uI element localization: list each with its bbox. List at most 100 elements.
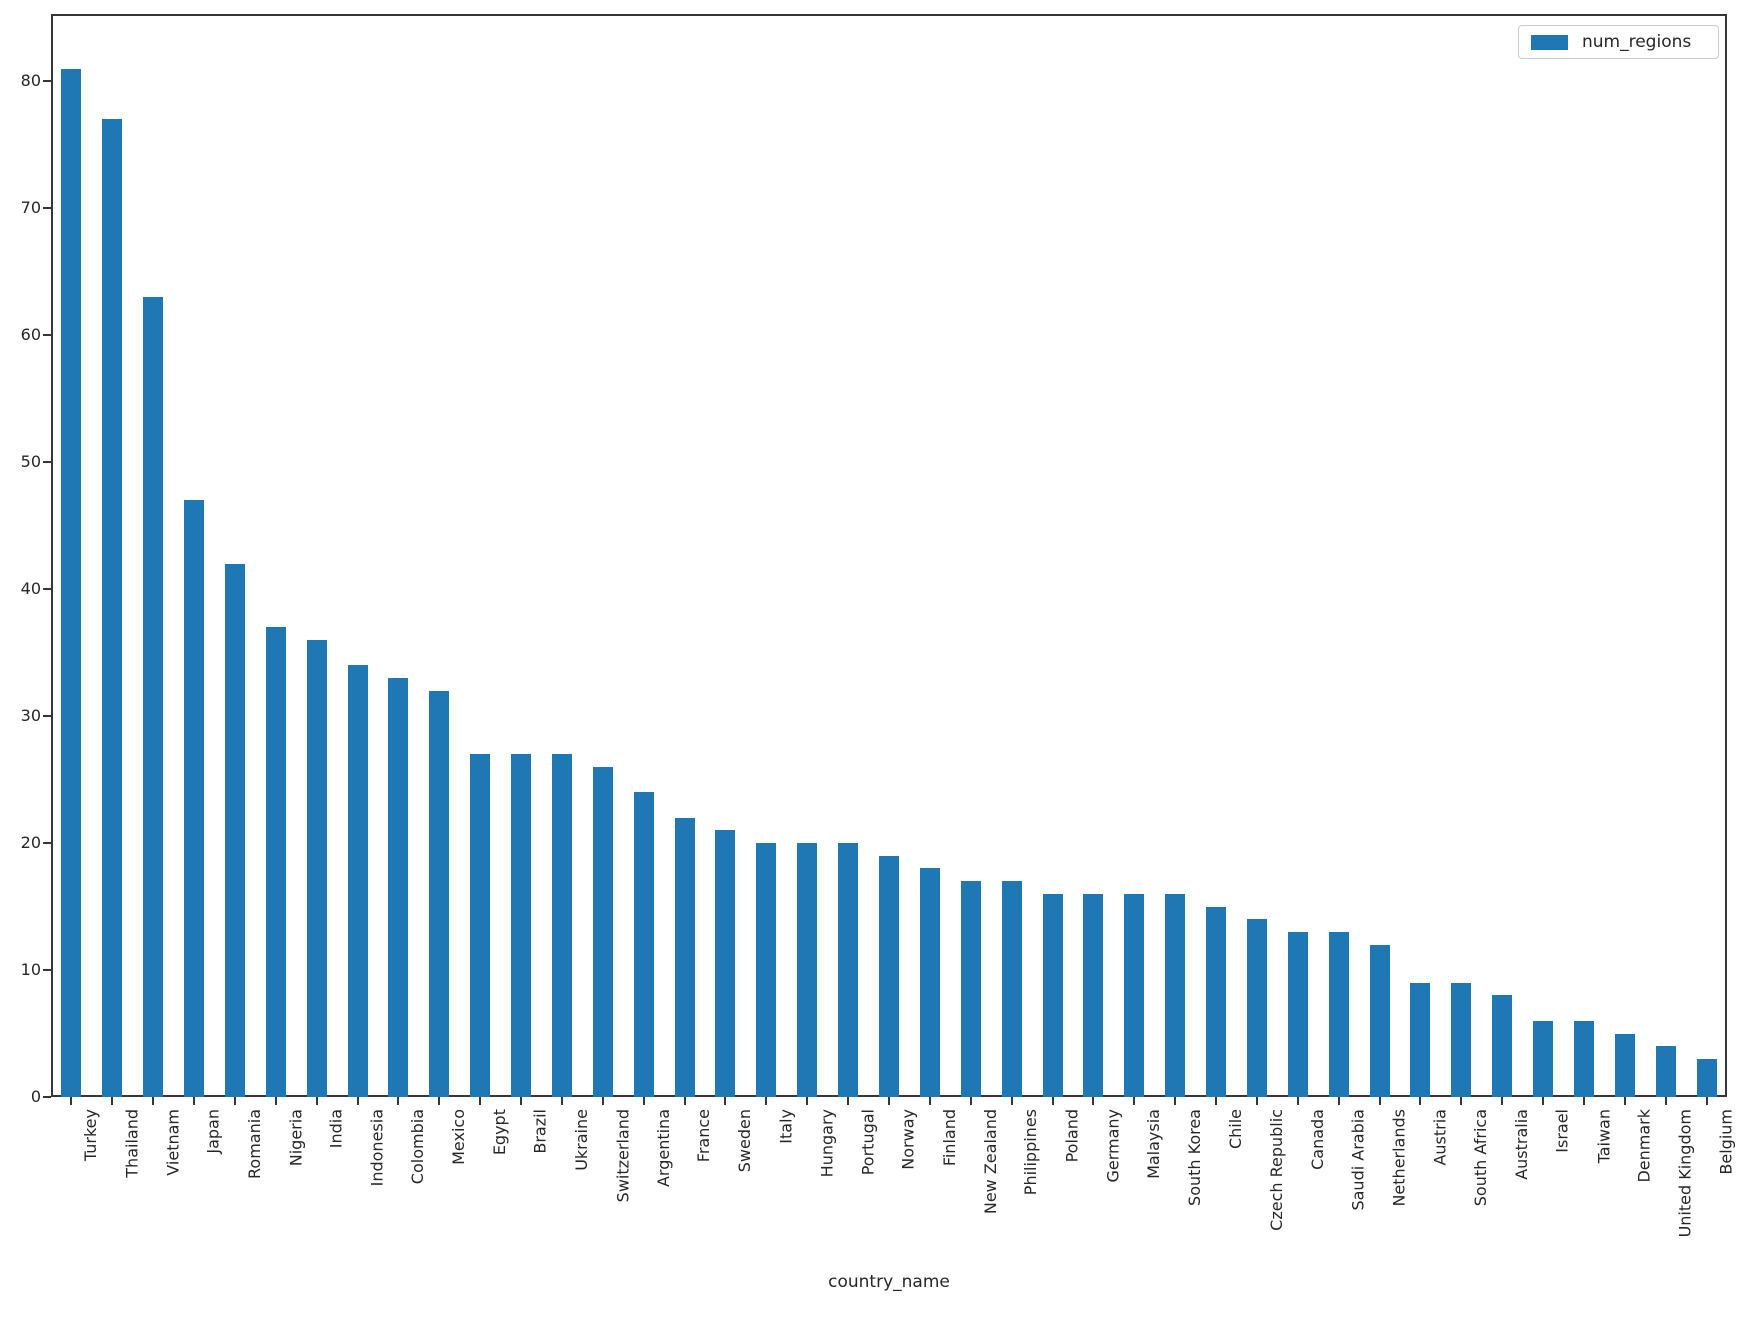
x-tick-label: Denmark [1634, 1109, 1654, 1183]
y-tick-label: 50 [20, 452, 41, 471]
x-tick-label: Turkey [81, 1109, 101, 1162]
bar-indonesia [347, 665, 368, 1097]
x-tick-mark [1582, 1097, 1585, 1105]
x-tick-label: Taiwan [1593, 1109, 1613, 1164]
x-tick-label: Belgium [1716, 1109, 1736, 1175]
y-tick-mark [43, 969, 51, 971]
x-tick-label: Australia [1512, 1109, 1532, 1180]
x-tick-label: Thailand [122, 1109, 142, 1178]
x-tick-mark [601, 1097, 604, 1105]
x-tick-label: Argentina [653, 1109, 673, 1188]
bar-belgium [1696, 1059, 1717, 1097]
y-tick-label: 60 [20, 325, 41, 344]
x-tick-mark [724, 1097, 727, 1105]
x-tick-label: New Zealand [980, 1109, 1000, 1215]
x-tick-mark [356, 1097, 359, 1105]
bar-switzerland [592, 767, 613, 1097]
bar-chile [1206, 907, 1227, 1097]
y-tick-label: 0 [30, 1087, 41, 1106]
x-tick-mark [1133, 1097, 1136, 1105]
x-tick-mark [1705, 1097, 1708, 1105]
x-tick-label: Canada [1307, 1109, 1327, 1170]
x-tick-mark [70, 1097, 73, 1105]
x-tick-label: South Africa [1471, 1109, 1491, 1207]
x-tick-label: Mexico [449, 1109, 469, 1165]
bar-portugal [838, 843, 859, 1097]
x-tick-label: Israel [1553, 1109, 1573, 1153]
bar-norway [879, 856, 899, 1097]
bar-denmark [1614, 1034, 1635, 1097]
x-tick-mark [520, 1097, 523, 1105]
x-tick-label: India [326, 1109, 346, 1149]
y-tick-label: 20 [20, 833, 41, 852]
x-tick-mark [1174, 1097, 1177, 1105]
x-tick-mark [888, 1097, 890, 1105]
x-tick-label: Philippines [1021, 1109, 1041, 1196]
x-tick-label: Switzerland [612, 1109, 632, 1203]
x-tick-mark [1542, 1097, 1545, 1105]
bar-canada [1287, 932, 1308, 1097]
x-tick-label: Sweden [735, 1109, 755, 1173]
x-tick-label: Austria [1430, 1109, 1450, 1166]
x-tick-mark [1255, 1097, 1258, 1105]
y-tick-mark [43, 461, 51, 463]
x-tick-label: Egypt [490, 1109, 510, 1156]
bar-italy [756, 843, 777, 1097]
x-tick-label: Czech Republic [1266, 1109, 1286, 1231]
x-tick-label: Vietnam [163, 1109, 183, 1176]
bar-romania [224, 564, 245, 1097]
x-tick-mark [438, 1097, 441, 1105]
y-tick-mark [43, 80, 51, 82]
y-tick-label: 30 [20, 706, 41, 725]
y-tick-mark [43, 207, 51, 209]
bar-finland [919, 868, 940, 1097]
x-tick-mark [152, 1097, 155, 1105]
x-tick-label: Germany [1103, 1109, 1123, 1183]
x-tick-label: Colombia [408, 1109, 428, 1185]
bar-new-zealand [960, 881, 981, 1097]
bar-ukraine [551, 754, 572, 1097]
bar-vietnam [143, 297, 164, 1097]
x-tick-label: Nigeria [285, 1109, 305, 1167]
bar-hungary [797, 843, 818, 1097]
x-tick-mark [1501, 1097, 1504, 1105]
x-tick-label: Finland [939, 1109, 959, 1167]
bar-turkey [61, 69, 82, 1097]
x-tick-mark [1378, 1097, 1381, 1105]
bar-india [306, 640, 327, 1097]
bar-nigeria [265, 627, 286, 1097]
x-tick-mark [642, 1097, 645, 1105]
x-tick-label: Norway [899, 1109, 918, 1170]
bar-netherlands [1369, 945, 1390, 1097]
y-tick-label: 80 [20, 71, 41, 90]
x-tick-label: France [694, 1109, 714, 1163]
x-tick-mark [969, 1097, 972, 1105]
x-tick-mark [315, 1097, 318, 1105]
bar-south-korea [1165, 894, 1186, 1097]
bar-philippines [1001, 881, 1022, 1097]
x-tick-mark [1296, 1097, 1299, 1105]
bar-saudi-arabia [1328, 932, 1349, 1097]
bar-colombia [388, 678, 409, 1097]
legend-swatch-icon [1531, 34, 1568, 50]
x-tick-label: United Kingdom [1675, 1109, 1695, 1238]
bar-malaysia [1124, 894, 1145, 1097]
x-tick-mark [1051, 1097, 1054, 1105]
x-tick-label: Netherlands [1389, 1109, 1409, 1207]
y-tick-mark [43, 1096, 51, 1098]
bar-taiwan [1573, 1021, 1594, 1097]
x-tick-mark [1460, 1097, 1463, 1105]
x-tick-label: Romania [244, 1109, 264, 1179]
x-tick-label: Portugal [858, 1109, 878, 1176]
x-tick-mark [560, 1097, 563, 1105]
bar-austria [1410, 983, 1431, 1097]
y-tick-label: 40 [20, 579, 41, 598]
bar-thailand [102, 119, 123, 1097]
x-tick-mark [1092, 1097, 1095, 1105]
bar-israel [1533, 1021, 1554, 1097]
bar-argentina [633, 792, 654, 1097]
x-tick-label: Saudi Arabia [1348, 1109, 1368, 1211]
x-tick-label: South Korea [1185, 1109, 1205, 1206]
x-tick-mark [928, 1097, 931, 1105]
